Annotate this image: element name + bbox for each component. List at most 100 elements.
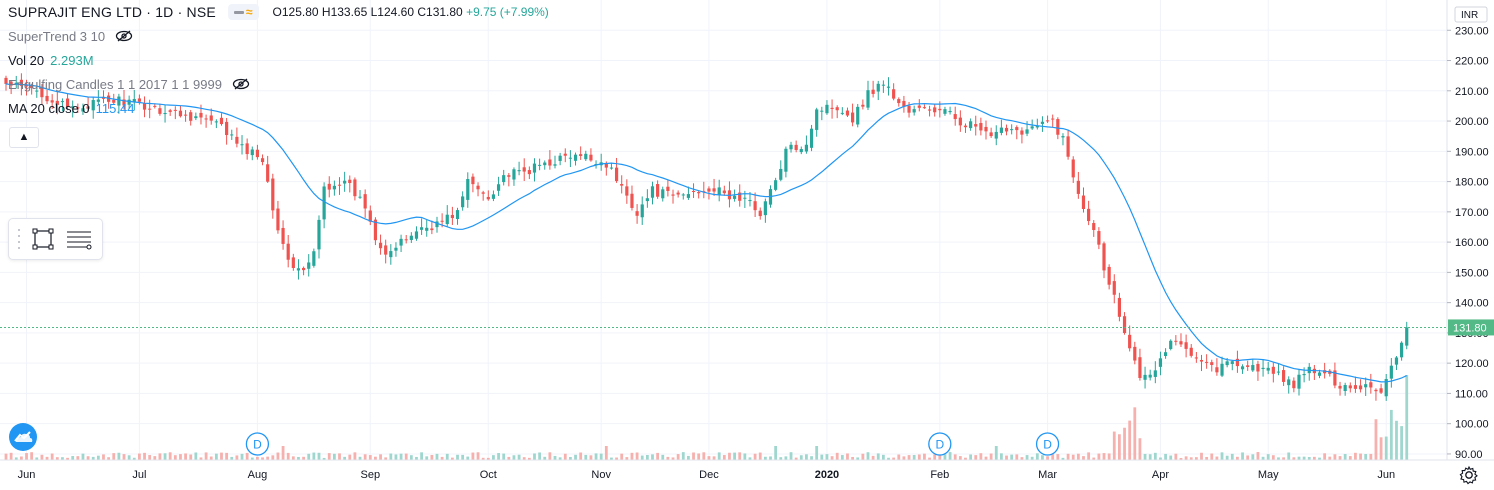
candle-body bbox=[1097, 231, 1101, 245]
candle-body bbox=[1317, 372, 1322, 376]
floating-drawing-toolbar[interactable] bbox=[8, 218, 103, 260]
volume-bar bbox=[753, 453, 757, 460]
volume-bar bbox=[1225, 455, 1229, 460]
volume-bar bbox=[1277, 457, 1280, 460]
volume-bar bbox=[681, 452, 685, 460]
volume-bar bbox=[917, 454, 921, 460]
collapse-legend-button[interactable]: ▲ bbox=[9, 127, 39, 148]
volume-bar bbox=[522, 457, 526, 460]
candle-body bbox=[933, 107, 937, 113]
candle-body bbox=[189, 112, 193, 121]
engulfing-row[interactable]: Engulfing Candles 1 1 2017 1 1 9999 bbox=[8, 72, 549, 96]
candle-body bbox=[358, 196, 362, 198]
volume-bar bbox=[266, 456, 270, 460]
candle-body bbox=[917, 105, 921, 108]
candle-body bbox=[1025, 129, 1029, 134]
candle-body bbox=[1004, 127, 1009, 132]
volume-bar bbox=[1256, 452, 1260, 460]
candle-body bbox=[1102, 243, 1106, 271]
engulfing-label: Engulfing Candles 1 1 2017 1 1 9999 bbox=[8, 76, 222, 92]
volume-bar bbox=[486, 457, 490, 460]
volume-bar bbox=[651, 454, 654, 460]
candle-body bbox=[974, 124, 978, 127]
dividend-marker[interactable]: D bbox=[1035, 432, 1060, 456]
candle-body bbox=[286, 243, 290, 260]
candle-body bbox=[1302, 374, 1306, 376]
ma-row[interactable]: MA 20 close 0 115.44 bbox=[8, 96, 549, 120]
candle-body bbox=[1020, 130, 1024, 135]
volume-bar bbox=[327, 453, 331, 460]
candle-body bbox=[558, 155, 562, 161]
volume-bar bbox=[312, 452, 316, 460]
candle-body bbox=[543, 162, 547, 166]
candle-body bbox=[1215, 367, 1219, 373]
chart-grid bbox=[0, 0, 1447, 460]
candle-body bbox=[148, 108, 152, 110]
volume-bar bbox=[722, 455, 726, 460]
volume-bar bbox=[281, 446, 285, 460]
lines-tool-button[interactable] bbox=[61, 221, 97, 257]
volume-bar bbox=[728, 452, 731, 460]
volume-bar bbox=[1174, 453, 1178, 460]
volume-bar bbox=[71, 456, 75, 460]
volume-bar bbox=[794, 457, 798, 460]
candle-body bbox=[589, 154, 593, 161]
volume-bar bbox=[1061, 457, 1065, 460]
candle-body bbox=[471, 176, 475, 185]
volume-bar bbox=[168, 452, 172, 460]
drag-handle-icon[interactable] bbox=[13, 229, 25, 249]
volume-bar bbox=[712, 456, 716, 460]
candle-body bbox=[1081, 195, 1086, 210]
volume-bar bbox=[533, 453, 536, 460]
candle-body bbox=[1056, 119, 1060, 135]
dividend-marker-label: D bbox=[253, 438, 262, 452]
volume-bar bbox=[245, 452, 249, 460]
x-tick-label: Dec bbox=[699, 469, 719, 481]
volume-row[interactable]: Vol 20 2.293M bbox=[8, 48, 549, 72]
candle-body bbox=[671, 194, 675, 196]
dividend-marker[interactable]: D bbox=[928, 432, 952, 456]
candle-body bbox=[799, 149, 803, 153]
candle-body bbox=[183, 114, 188, 116]
symbol-title[interactable]: SUPRAJIT ENG LTD · 1D · NSE bbox=[8, 4, 216, 20]
volume-bar bbox=[1205, 456, 1209, 460]
volume-value: 2.293M bbox=[50, 52, 94, 68]
candle-body bbox=[368, 210, 372, 222]
volume-bar bbox=[1076, 453, 1080, 460]
volume-bar bbox=[1194, 457, 1198, 460]
volume-bar bbox=[66, 457, 69, 460]
volume-bar bbox=[107, 457, 111, 460]
candle-body bbox=[584, 153, 588, 160]
eye-crossed-icon[interactable] bbox=[232, 78, 250, 90]
candle-body bbox=[55, 100, 59, 105]
candle-body bbox=[1189, 347, 1193, 356]
volume-bar bbox=[338, 453, 341, 460]
volume-bar bbox=[122, 454, 126, 460]
candle-body bbox=[35, 90, 39, 92]
candle-body bbox=[620, 184, 624, 186]
volume-bar bbox=[1169, 455, 1173, 460]
volume-bar bbox=[389, 453, 393, 460]
candle-body bbox=[245, 143, 249, 155]
chart-type-toggle[interactable]: ≈ bbox=[227, 4, 259, 20]
volume-bar bbox=[1112, 431, 1116, 460]
dividend-marker[interactable]: D bbox=[245, 432, 270, 456]
rectangle-tool-button[interactable] bbox=[25, 221, 61, 257]
volume-bar bbox=[435, 453, 439, 460]
candle-body bbox=[491, 194, 496, 199]
volume-bar bbox=[1359, 453, 1362, 460]
eye-crossed-icon[interactable] bbox=[115, 30, 133, 42]
volume-bar bbox=[840, 455, 844, 460]
volume-bar bbox=[297, 456, 300, 460]
volume-bar bbox=[291, 456, 295, 460]
candle-body bbox=[1333, 370, 1337, 386]
volume-bar bbox=[846, 453, 849, 460]
chart-settings-button[interactable] bbox=[1459, 465, 1479, 485]
volume-bar bbox=[835, 452, 839, 460]
candle-body bbox=[1256, 363, 1260, 372]
tradingview-logo-button[interactable] bbox=[8, 422, 38, 452]
volume-bar bbox=[235, 455, 239, 460]
supertrend-row[interactable]: SuperTrend 3 10 bbox=[8, 24, 549, 48]
